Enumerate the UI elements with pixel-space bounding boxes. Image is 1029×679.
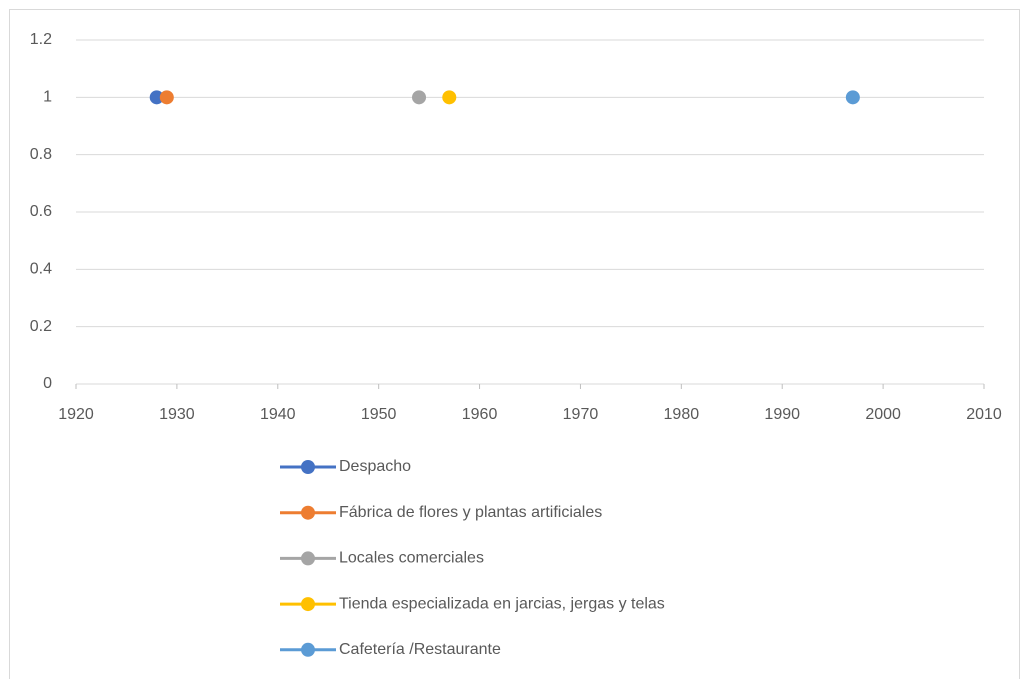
x-tick-label: 1960 bbox=[462, 406, 498, 423]
x-tick-label: 1920 bbox=[58, 406, 94, 423]
point bbox=[149, 90, 164, 105]
legend-marker bbox=[301, 642, 315, 657]
y-tick-label: 0.8 bbox=[30, 146, 52, 163]
y-tick-label: 0.6 bbox=[30, 203, 52, 220]
point bbox=[442, 90, 457, 105]
legend-label: Fábrica de flores y plantas artificiales bbox=[339, 504, 602, 521]
x-tick-label: 2010 bbox=[966, 406, 1002, 423]
legend-label: Cafetería /Restaurante bbox=[339, 641, 501, 658]
x-tick-label: 1930 bbox=[159, 406, 195, 423]
legend-marker bbox=[301, 505, 315, 520]
legend-label: Locales comerciales bbox=[339, 550, 484, 567]
x-tick-label: 1980 bbox=[664, 406, 700, 423]
x-tick-label: 1950 bbox=[361, 406, 397, 423]
y-tick-label: 0.4 bbox=[30, 261, 52, 278]
y-tick-label: 1 bbox=[43, 89, 52, 106]
x-tick-label: 1970 bbox=[563, 406, 599, 423]
legend-marker bbox=[301, 551, 315, 566]
x-tick-label: 1940 bbox=[260, 406, 296, 423]
legend-marker bbox=[301, 460, 315, 474]
legend-label: Tienda especializada en jarcias, jergas … bbox=[339, 595, 665, 612]
chart-frame bbox=[9, 9, 1020, 679]
y-tick-label: 0 bbox=[43, 375, 52, 392]
legend-label: Despacho bbox=[339, 458, 411, 475]
x-tick-label: 1990 bbox=[764, 406, 800, 423]
point bbox=[159, 90, 174, 105]
point bbox=[412, 90, 427, 105]
y-tick-label: 0.2 bbox=[30, 318, 52, 335]
legend-marker bbox=[301, 597, 315, 612]
y-tick-label: 1.2 bbox=[30, 31, 52, 48]
x-tick-label: 2000 bbox=[865, 406, 901, 423]
point bbox=[845, 90, 860, 105]
